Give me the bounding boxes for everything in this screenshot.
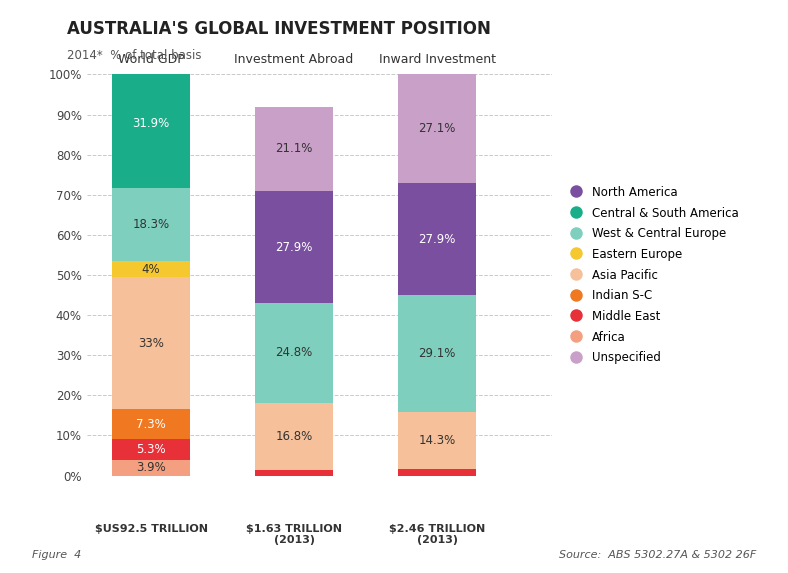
Legend: North America, Central & South America, West & Central Europe, Eastern Europe, A: North America, Central & South America, …	[567, 182, 742, 368]
Bar	[398, 295, 477, 412]
Text: 4%: 4%	[142, 262, 161, 276]
Bar	[112, 460, 191, 476]
Text: 27.9%: 27.9%	[276, 241, 313, 254]
Text: 24.8%: 24.8%	[276, 346, 313, 359]
Text: AUSTRALIA'S GLOBAL INVESTMENT POSITION: AUSTRALIA'S GLOBAL INVESTMENT POSITION	[67, 20, 491, 38]
Bar	[112, 187, 191, 261]
Bar	[255, 403, 333, 470]
Text: 27.9%: 27.9%	[418, 233, 455, 246]
Bar	[112, 409, 191, 439]
Bar	[112, 439, 191, 460]
Bar	[398, 412, 477, 469]
Text: 21.9%: 21.9%	[132, 9, 169, 22]
Text: $2.46 TRILLION
(2013): $2.46 TRILLION (2013)	[389, 524, 485, 545]
Bar	[398, 183, 477, 295]
Bar	[112, 277, 191, 409]
Text: Inward Investment: Inward Investment	[379, 53, 496, 66]
Bar	[255, 191, 333, 303]
Text: 29.1%: 29.1%	[418, 347, 455, 360]
Bar	[398, 74, 477, 183]
Text: World GDP: World GDP	[117, 53, 184, 66]
Text: $1.63 TRILLION
(2013): $1.63 TRILLION (2013)	[246, 524, 342, 545]
Bar	[255, 303, 333, 403]
Text: 31.9%: 31.9%	[132, 117, 169, 130]
Bar	[255, 470, 333, 476]
Bar	[112, 60, 191, 187]
Text: 7.3%: 7.3%	[136, 418, 166, 430]
Text: Source:  ABS 5302.27A & 5302 26F: Source: ABS 5302.27A & 5302 26F	[559, 551, 756, 560]
Text: 18.3%: 18.3%	[132, 218, 169, 231]
Bar	[112, 261, 191, 277]
Text: 5.3%: 5.3%	[136, 443, 165, 456]
Text: 21.1%: 21.1%	[276, 143, 313, 155]
Text: Investment Abroad: Investment Abroad	[235, 53, 354, 66]
Bar	[112, 0, 191, 60]
Text: $US92.5 TRILLION: $US92.5 TRILLION	[95, 524, 207, 533]
Text: 27.1%: 27.1%	[418, 123, 455, 135]
Text: 33%: 33%	[138, 337, 164, 350]
Bar	[398, 469, 477, 476]
Text: 14.3%: 14.3%	[418, 434, 455, 447]
Text: 2014*  % of total basis: 2014* % of total basis	[67, 49, 202, 62]
Text: 16.8%: 16.8%	[276, 430, 313, 443]
Bar	[255, 107, 333, 191]
Text: Figure  4: Figure 4	[32, 551, 80, 560]
Text: 3.9%: 3.9%	[136, 461, 166, 474]
